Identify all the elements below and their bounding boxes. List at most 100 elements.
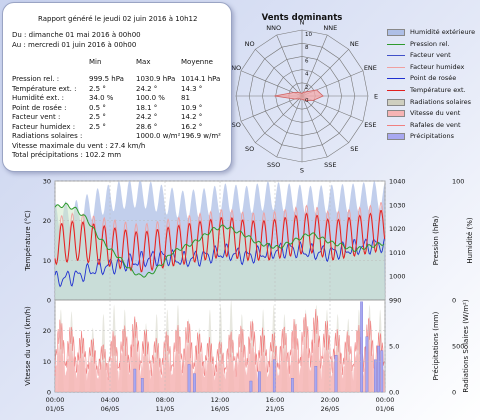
x-tick-date-2: 11/05: [156, 405, 175, 413]
stat-max-2: 100.0 %: [136, 94, 165, 102]
rose-dir-label-E: E: [374, 93, 378, 101]
top-y-right1-tick-0: 990: [389, 297, 401, 305]
rain-bar-4: [249, 380, 253, 393]
bottom-y-right2-tick-0: 0: [452, 389, 456, 397]
legend-swatch-0: [387, 29, 405, 36]
rain-bar-2: [187, 364, 191, 393]
stat-avg-6: 196.9 w/m²: [181, 132, 221, 140]
rose-dir-label-ESE: ESE: [364, 121, 376, 129]
top-y-left-label: Température (°C): [24, 210, 32, 272]
legend-label-1: Pression rel.: [410, 39, 450, 48]
legend-swatch-7: [387, 110, 405, 118]
bottom-y-left-tick-0: 0: [47, 389, 51, 397]
legend-label-4: Point de rosée: [410, 74, 457, 83]
total-rain-text: Total précipitations : 102.2 mm: [12, 151, 122, 159]
rose-spoke-2: [301, 49, 349, 97]
rose-title: Vents dominants: [262, 13, 343, 23]
legend-item-0: Humidité extérieure: [387, 28, 479, 37]
stat-avg-1: 14.3 °: [181, 84, 203, 93]
legend-item-5: Température ext.: [387, 86, 479, 95]
rain-bar-11: [365, 336, 369, 393]
stat-label-3: Point de rosée :: [12, 103, 67, 112]
top-y-left-tick-0: 0: [47, 297, 51, 305]
rose-data-polygon: [274, 89, 324, 102]
legend-item-1: Pression rel.: [387, 40, 479, 49]
rose-dir-label-OSO: OSO: [226, 121, 240, 129]
x-tick-date-4: 21/05: [266, 405, 285, 413]
rain-bar-7: [291, 378, 294, 393]
stat-label-4: Facteur vent :: [12, 113, 61, 121]
top-y-left-tick-3: 30: [43, 178, 51, 186]
col-header-min: Min: [89, 58, 102, 66]
stat-max-6: 1000.0 w/m²: [136, 132, 181, 140]
bottom-y-right2-label: Radiations Solaires (W/m²): [462, 299, 470, 392]
stat-min-1: 2.5 °: [89, 84, 106, 93]
legend-label-9: Précipitations: [410, 132, 455, 141]
report-to: Au : mercredi 01 juin 2016 à 00h00: [12, 41, 137, 49]
bottom-y-left-tick-1: 10: [43, 358, 51, 366]
rose-dir-label-NNE: NNE: [323, 24, 337, 32]
legend-swatch-4: [387, 78, 405, 80]
rose-radial-tick-2: 4: [305, 72, 309, 78]
top-y-right1-tick-2: 1010: [389, 249, 406, 257]
bottom-y-right1-tick-0: 0.0: [389, 389, 399, 397]
legend-label-8: Rafales de vent: [410, 120, 461, 129]
rose-spoke-13: [240, 70, 303, 97]
rose-dir-label-N: N: [300, 19, 305, 27]
series-wind-speed-area: [55, 326, 385, 392]
series-pressure-area: [55, 203, 385, 300]
top-y-right1-tick-1: 1000: [389, 273, 406, 281]
stat-min-2: 34.0 %: [89, 94, 114, 102]
rose-spoke-15: [276, 34, 303, 97]
top-y-right1-tick-5: 1040: [389, 178, 406, 186]
bottom-y-right2-tick-1: 500: [452, 343, 464, 351]
legend-label-3: Facteur humidex: [410, 62, 465, 71]
legend-swatch-9: [387, 133, 405, 141]
top-y-right1-label: Pression (hPa): [432, 216, 440, 266]
rose-spoke-10: [255, 95, 303, 143]
rose-radial-tick-5: 10: [305, 32, 312, 38]
rose-dir-label-NE: NE: [350, 40, 359, 48]
top-y-left-tick-2: 20: [43, 217, 51, 225]
legend-item-8: Rafales de vent: [387, 121, 479, 130]
stat-max-5: 28.6 °: [136, 122, 158, 131]
legend-label-6: Radiations solaires: [410, 97, 472, 106]
x-tick-date-3: 16/05: [211, 405, 230, 413]
report-title: Rapport généré le jeudi 02 juin 2016 à 1…: [38, 15, 198, 23]
rose-spoke-1: [301, 34, 328, 97]
rose-dir-label-S: S: [300, 167, 304, 175]
legend-swatch-2: [387, 55, 405, 57]
bottom-y-left-tick-2: 20: [43, 327, 51, 335]
top-y-right2-tick-0: 0: [452, 297, 456, 305]
x-tick-time-3: 12:00: [211, 396, 230, 404]
stat-avg-4: 14.2 °: [181, 113, 203, 121]
legend-item-7: Vitesse du vent: [387, 109, 479, 118]
top-y-left-tick-1: 10: [43, 257, 51, 265]
stat-min-0: 999.5 hPa: [89, 75, 124, 83]
stat-label-0: Pression rel. :: [12, 75, 60, 83]
legend-swatch-5: [387, 90, 405, 91]
top-y-right1-tick-4: 1030: [389, 201, 406, 209]
top-y-right1-tick-3: 1020: [389, 225, 406, 233]
legend-item-4: Point de rosée: [387, 74, 479, 83]
rain-bar-12: [374, 359, 377, 393]
legend-label-0: Humidité extérieure: [410, 28, 476, 36]
rain-bar-8: [314, 366, 318, 393]
rose-dir-label-ENE: ENE: [364, 64, 377, 72]
rain-bar-9: [334, 355, 338, 393]
stat-min-5: 2.5 °: [89, 122, 106, 131]
rain-bar-10: [360, 301, 363, 393]
legend-label-7: Vitesse du vent: [410, 109, 461, 118]
x-tick-date-0: 01/05: [46, 405, 65, 413]
max-wind-text: Vitesse maximale du vent : 27.4 km/h: [12, 142, 146, 150]
rose-spoke-6: [301, 95, 349, 143]
stat-min-4: 2.5 °: [89, 113, 106, 121]
legend-swatch-6: [387, 98, 405, 106]
x-tick-date-6: 01/06: [376, 405, 395, 413]
col-header-max: Max: [136, 58, 151, 66]
legend-swatch-1: [387, 43, 405, 45]
rose-spoke-9: [276, 95, 303, 158]
rose-dir-label-SE: SE: [350, 145, 358, 153]
x-tick-time-5: 20:00: [321, 396, 340, 404]
